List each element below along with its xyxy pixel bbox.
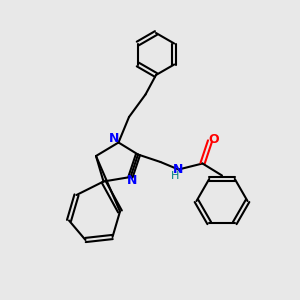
Text: H: H	[171, 171, 179, 181]
Text: O: O	[208, 133, 219, 146]
Text: N: N	[109, 132, 119, 146]
Text: N: N	[173, 163, 184, 176]
Text: N: N	[127, 173, 137, 187]
